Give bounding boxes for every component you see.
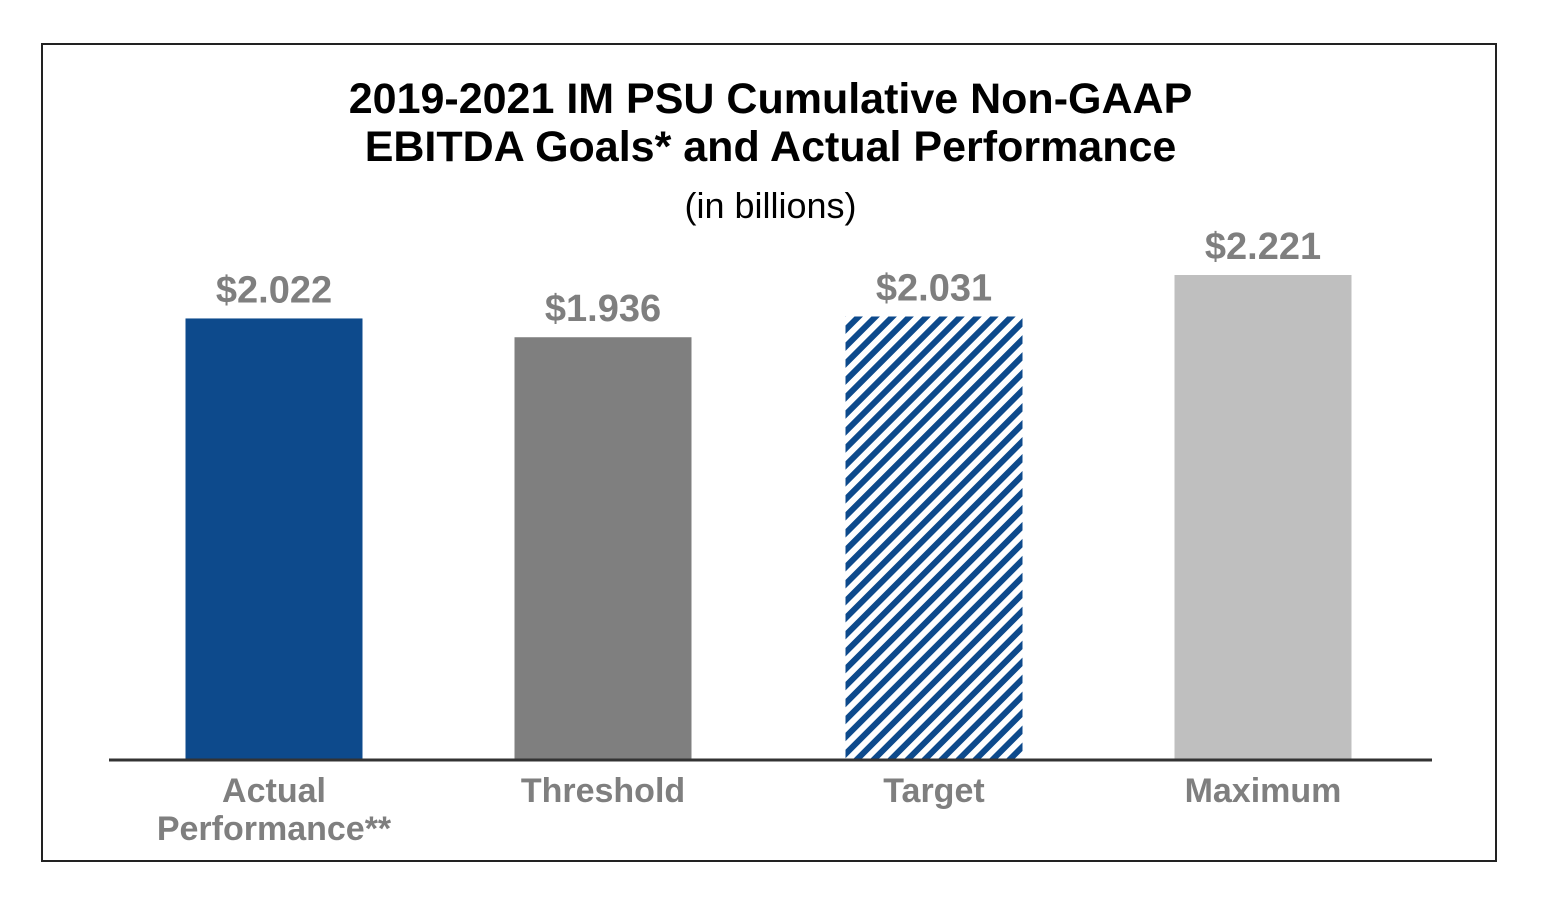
- category-label-0-line-1: Performance**: [157, 810, 392, 848]
- category-label-2: Target: [883, 772, 984, 810]
- category-label-1: Threshold: [521, 772, 685, 810]
- bar-value-label-0: $2.022: [216, 269, 332, 311]
- bar-3: [1174, 275, 1352, 760]
- bar-1: [514, 337, 692, 760]
- bar-2: [845, 316, 1023, 760]
- bar-0: [185, 318, 363, 760]
- value-labels-layer: $2.022 $1.936 $2.031 $2.221: [216, 226, 1321, 330]
- category-label-0-line-0: Actual: [222, 772, 326, 810]
- bars-layer: [185, 275, 1352, 760]
- category-label-3: Maximum: [1185, 772, 1342, 810]
- chart-title-line-1: 2019-2021 IM PSU Cumulative Non-GAAP: [348, 75, 1193, 123]
- bar-value-label-3: $2.221: [1205, 226, 1321, 268]
- chart-title: 2019-2021 IM PSU Cumulative Non-GAAP EBI…: [0, 75, 1541, 171]
- chart-subtitle: (in billions): [684, 185, 857, 226]
- bar-value-label-1: $1.936: [545, 288, 661, 330]
- bar-value-label-2: $2.031: [876, 267, 992, 309]
- chart-title-line-2: EBITDA Goals* and Actual Performance: [364, 123, 1177, 171]
